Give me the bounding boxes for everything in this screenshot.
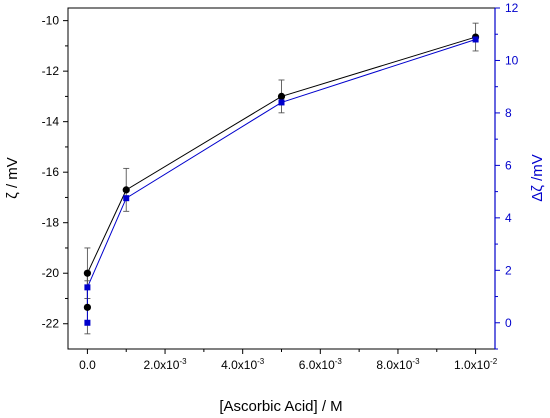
y-left-tick-label: -16 — [42, 165, 60, 179]
x-axis-title: [Ascorbic Acid] / M — [219, 398, 342, 415]
y-left-tick-label: -20 — [42, 266, 60, 280]
x-tick-label: 8.0x10-3 — [376, 357, 420, 372]
zeta-data-point — [277, 92, 286, 101]
y-right-tick-label: 8 — [505, 106, 512, 120]
y-right-tick-label: 6 — [505, 158, 512, 172]
y-right-tick-label: 10 — [505, 53, 519, 67]
x-tick-label: 4.0x10-3 — [221, 357, 265, 372]
y-left-tick-label: -14 — [42, 115, 60, 129]
zeta-series-line — [86, 36, 476, 308]
zeta-data-point — [122, 186, 130, 194]
delta-zeta-data-point — [84, 319, 91, 326]
x-tick-label: 6.0x10-3 — [299, 357, 343, 372]
y-left-tick-label: -22 — [42, 317, 60, 331]
x-tick-label: 0.0 — [79, 358, 96, 372]
y-left-tick-label: -18 — [42, 216, 60, 230]
delta-zeta-data-point — [472, 36, 479, 43]
x-tick-label: 1.0x10-2 — [454, 357, 498, 372]
delta-zeta-data-point — [84, 284, 91, 291]
y-right-tick-label: 12 — [505, 1, 519, 15]
y-right-tick-label: 2 — [505, 263, 512, 277]
y-axis-title-right: Δζ /mV — [529, 154, 546, 201]
y-left-tick-label: -12 — [42, 64, 60, 78]
plot-frame — [67, 7, 496, 350]
delta-zeta-data-point — [278, 99, 285, 106]
y-right-tick-label: 4 — [505, 211, 512, 225]
zeta-data-point — [83, 269, 92, 277]
y-right-tick-label: 0 — [505, 316, 512, 330]
x-tick-label: 2.0x10-3 — [143, 357, 187, 372]
zeta-data-point — [83, 303, 92, 311]
delta-zeta-data-point — [123, 195, 130, 202]
y-left-tick-label: -10 — [42, 14, 60, 28]
y-axis-title-left: ζ / mV — [4, 157, 21, 199]
